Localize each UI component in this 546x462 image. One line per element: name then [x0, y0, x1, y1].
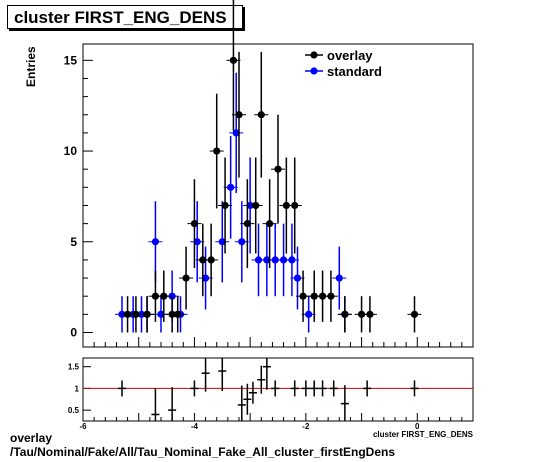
ratio-x-tick-label: 0	[415, 422, 420, 431]
overlay-point	[151, 292, 160, 300]
ratio-x-tick-label: -2	[302, 422, 310, 431]
overlay-point	[366, 310, 374, 318]
standard-point	[263, 256, 271, 264]
y-tick-label: 0	[70, 325, 77, 339]
overlay-point	[310, 292, 318, 300]
overlay-point	[243, 220, 251, 228]
overlay-point	[410, 310, 419, 318]
overlay-point	[318, 292, 327, 300]
overlay-point	[252, 201, 260, 210]
overlay-point	[257, 111, 265, 119]
overlay-point	[182, 274, 190, 282]
footer-line-1: overlay	[10, 431, 53, 445]
standard-point	[335, 274, 343, 282]
overlay-point	[160, 292, 168, 300]
standard-point	[157, 310, 165, 318]
standard-point	[238, 238, 246, 246]
legend-label-standard: standard	[327, 64, 382, 79]
overlay-point	[132, 310, 140, 318]
overlay-point	[357, 310, 366, 318]
standard-point	[271, 256, 279, 264]
overlay-point	[199, 256, 207, 264]
standard-point	[293, 274, 302, 282]
x-axis-label: cluster FIRST_ENG_DENS	[373, 430, 474, 439]
overlay-point	[299, 292, 307, 300]
standard-point	[193, 238, 201, 246]
standard-point	[151, 238, 160, 246]
ratio-x-tick-label: -6	[79, 422, 87, 431]
ratio-y-tick-label: 0.5	[68, 406, 80, 415]
overlay-point	[266, 220, 274, 228]
overlay-point	[291, 201, 299, 210]
y-tick-label: 10	[64, 144, 78, 158]
overlay-point	[123, 310, 132, 318]
footer-caption: overlay /Tau/Nominal/Fake/All/Tau_Nomina…	[10, 431, 395, 459]
legend-marker-overlay	[310, 51, 318, 59]
ratio-y-tick-label: 1.5	[68, 363, 80, 372]
overlay-point	[274, 165, 282, 173]
overlay-point	[213, 147, 221, 155]
legend-marker-standard	[310, 67, 318, 75]
standard-point	[305, 310, 313, 318]
y-tick-label: 5	[70, 235, 77, 249]
overlay-point	[143, 310, 151, 318]
ratio-y-tick-label: 1	[75, 384, 80, 393]
overlay-point	[282, 201, 290, 210]
overlay-point	[207, 256, 215, 264]
standard-point	[201, 274, 210, 282]
legend-label-overlay: overlay	[327, 48, 373, 63]
overlay-point	[190, 220, 199, 228]
overlay-point	[235, 111, 243, 119]
standard-point	[227, 183, 235, 191]
overlay-point	[221, 201, 229, 210]
ratio-frame	[82, 357, 474, 422]
overlay-point	[327, 292, 335, 300]
overlay-point	[341, 310, 349, 318]
standard-point	[218, 238, 226, 246]
chart-title: cluster FIRST_ENG_DENS	[7, 5, 243, 29]
standard-point	[232, 129, 240, 137]
ratio-x-tick-label: -4	[191, 422, 199, 431]
overlay-point	[174, 310, 182, 318]
standard-point	[254, 256, 263, 264]
standard-point	[288, 256, 296, 264]
overlay-point	[229, 56, 238, 64]
y-tick-label: 15	[64, 53, 78, 67]
main-frame	[82, 43, 474, 348]
standard-point	[279, 256, 288, 264]
footer-line-2: /Tau/Nominal/Fake/All/Tau_Nominal_Fake_A…	[10, 445, 396, 459]
